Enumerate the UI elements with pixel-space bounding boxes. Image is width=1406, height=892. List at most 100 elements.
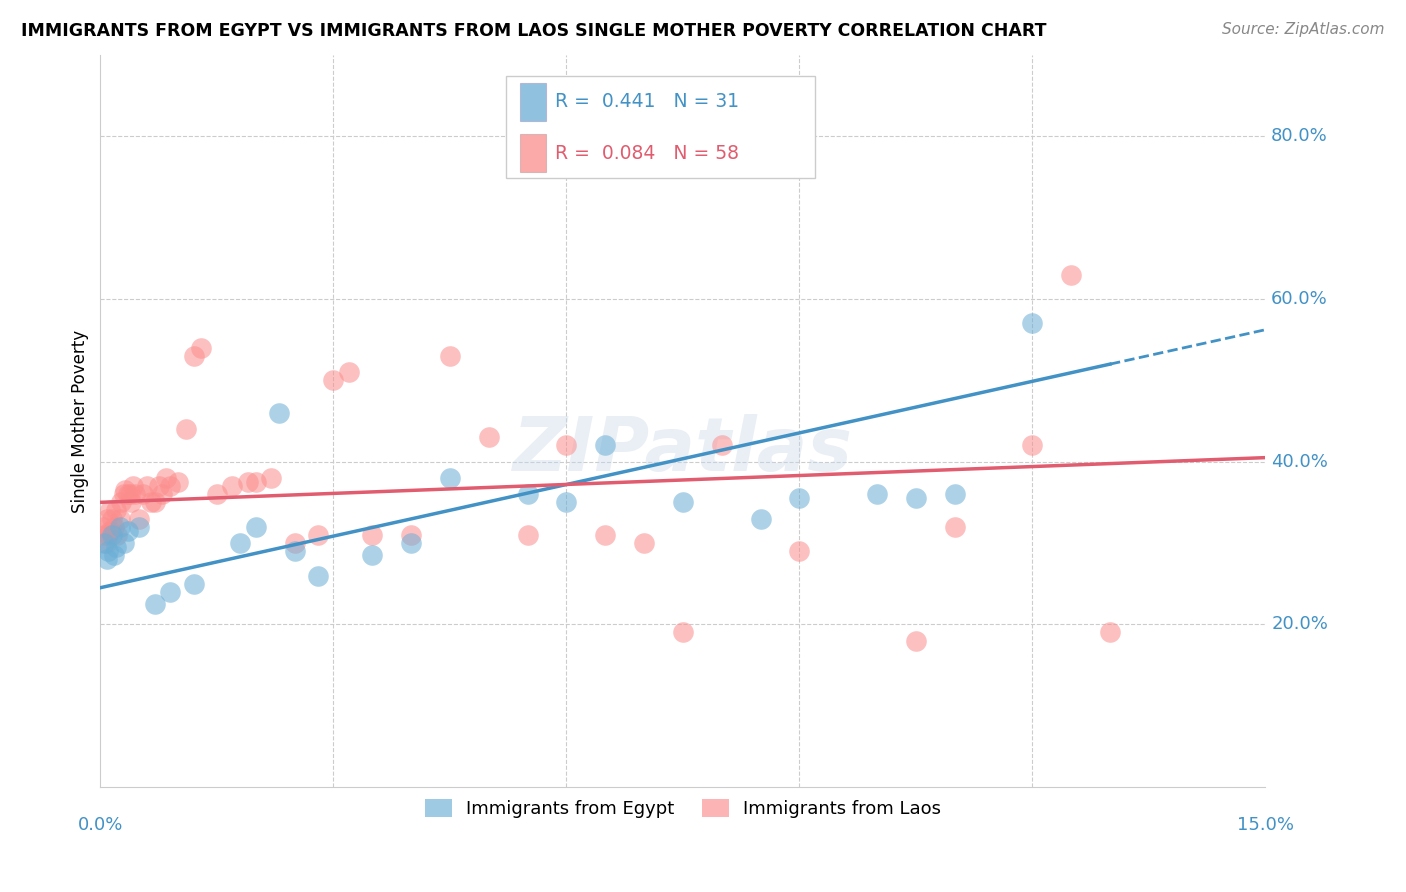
- Immigrants from Laos: [174, 422, 197, 436]
- Immigrants from Laos: [672, 625, 695, 640]
- Immigrants from Laos: [478, 430, 501, 444]
- Immigrants from Laos: [124, 487, 146, 501]
- Text: R =  0.084   N = 58: R = 0.084 N = 58: [555, 144, 740, 162]
- Text: 60.0%: 60.0%: [1271, 290, 1329, 308]
- Immigrants from Egypt: [904, 491, 927, 506]
- Immigrants from Egypt: [943, 487, 966, 501]
- Text: 80.0%: 80.0%: [1271, 128, 1329, 145]
- Immigrants from Egypt: [143, 597, 166, 611]
- Immigrants from Laos: [1099, 625, 1122, 640]
- Text: ZIPatlas: ZIPatlas: [513, 414, 853, 487]
- Immigrants from Egypt: [399, 536, 422, 550]
- Text: 15.0%: 15.0%: [1237, 816, 1294, 834]
- Immigrants from Egypt: [789, 491, 811, 506]
- Immigrants from Egypt: [593, 438, 616, 452]
- Immigrants from Egypt: [104, 540, 127, 554]
- Immigrants from Laos: [136, 479, 159, 493]
- Immigrants from Egypt: [267, 406, 290, 420]
- Immigrants from Laos: [118, 487, 141, 501]
- Immigrants from Egypt: [183, 576, 205, 591]
- Text: IMMIGRANTS FROM EGYPT VS IMMIGRANTS FROM LAOS SINGLE MOTHER POVERTY CORRELATION : IMMIGRANTS FROM EGYPT VS IMMIGRANTS FROM…: [21, 22, 1046, 40]
- Immigrants from Laos: [789, 544, 811, 558]
- Immigrants from Laos: [104, 503, 127, 517]
- Immigrants from Laos: [221, 479, 243, 493]
- Immigrants from Laos: [904, 633, 927, 648]
- Text: 0.0%: 0.0%: [77, 816, 124, 834]
- Immigrants from Laos: [110, 495, 132, 509]
- Immigrants from Egypt: [108, 520, 131, 534]
- Immigrants from Laos: [710, 438, 733, 452]
- Immigrants from Laos: [91, 520, 114, 534]
- Immigrants from Laos: [122, 479, 145, 493]
- Immigrants from Egypt: [1021, 317, 1043, 331]
- Immigrants from Laos: [128, 511, 150, 525]
- Immigrants from Egypt: [128, 520, 150, 534]
- Immigrants from Laos: [245, 475, 267, 489]
- Immigrants from Egypt: [516, 487, 538, 501]
- Immigrants from Egypt: [97, 544, 120, 558]
- Immigrants from Laos: [205, 487, 228, 501]
- Immigrants from Egypt: [749, 511, 772, 525]
- Immigrants from Laos: [117, 487, 139, 501]
- Immigrants from Laos: [100, 503, 122, 517]
- Immigrants from Egypt: [672, 495, 695, 509]
- Immigrants from Laos: [943, 520, 966, 534]
- Immigrants from Laos: [108, 511, 131, 525]
- Immigrants from Egypt: [555, 495, 578, 509]
- Immigrants from Egypt: [283, 544, 305, 558]
- Immigrants from Laos: [236, 475, 259, 489]
- Immigrants from Laos: [143, 495, 166, 509]
- Immigrants from Laos: [260, 471, 283, 485]
- Immigrants from Laos: [516, 528, 538, 542]
- Immigrants from Laos: [120, 495, 142, 509]
- Immigrants from Laos: [399, 528, 422, 542]
- Immigrants from Egypt: [93, 536, 115, 550]
- Immigrants from Egypt: [101, 528, 124, 542]
- Immigrants from Egypt: [361, 548, 384, 562]
- Immigrants from Laos: [633, 536, 655, 550]
- Immigrants from Laos: [107, 528, 129, 542]
- Immigrants from Laos: [114, 483, 136, 497]
- Immigrants from Laos: [93, 528, 115, 542]
- Immigrants from Laos: [183, 349, 205, 363]
- Immigrants from Laos: [307, 528, 329, 542]
- Immigrants from Laos: [1060, 268, 1083, 282]
- Legend: Immigrants from Egypt, Immigrants from Laos: Immigrants from Egypt, Immigrants from L…: [418, 792, 948, 825]
- Immigrants from Laos: [101, 511, 124, 525]
- Immigrants from Laos: [439, 349, 461, 363]
- Immigrants from Laos: [94, 536, 117, 550]
- Immigrants from Egypt: [439, 471, 461, 485]
- Immigrants from Laos: [97, 528, 120, 542]
- Immigrants from Egypt: [866, 487, 889, 501]
- Immigrants from Laos: [132, 487, 155, 501]
- Immigrants from Laos: [337, 365, 360, 379]
- Immigrants from Laos: [152, 487, 174, 501]
- Immigrants from Laos: [96, 511, 118, 525]
- Immigrants from Egypt: [159, 584, 181, 599]
- Immigrants from Laos: [155, 471, 177, 485]
- Immigrants from Egypt: [103, 548, 125, 562]
- Immigrants from Laos: [148, 479, 170, 493]
- Immigrants from Laos: [167, 475, 190, 489]
- Immigrants from Egypt: [112, 536, 135, 550]
- Immigrants from Laos: [593, 528, 616, 542]
- Immigrants from Laos: [103, 520, 125, 534]
- Immigrants from Egypt: [117, 524, 139, 538]
- Immigrants from Laos: [112, 487, 135, 501]
- Immigrants from Egypt: [245, 520, 267, 534]
- Immigrants from Egypt: [229, 536, 252, 550]
- Immigrants from Laos: [159, 479, 181, 493]
- Immigrants from Laos: [322, 373, 344, 387]
- Text: R =  0.441   N = 31: R = 0.441 N = 31: [555, 93, 740, 112]
- Text: 40.0%: 40.0%: [1271, 452, 1329, 471]
- Immigrants from Laos: [98, 524, 121, 538]
- Immigrants from Egypt: [307, 568, 329, 582]
- Immigrants from Laos: [361, 528, 384, 542]
- Text: 20.0%: 20.0%: [1271, 615, 1329, 633]
- Immigrants from Egypt: [96, 552, 118, 566]
- Immigrants from Laos: [1021, 438, 1043, 452]
- Immigrants from Laos: [190, 341, 212, 355]
- Text: Source: ZipAtlas.com: Source: ZipAtlas.com: [1222, 22, 1385, 37]
- Immigrants from Laos: [283, 536, 305, 550]
- Immigrants from Laos: [555, 438, 578, 452]
